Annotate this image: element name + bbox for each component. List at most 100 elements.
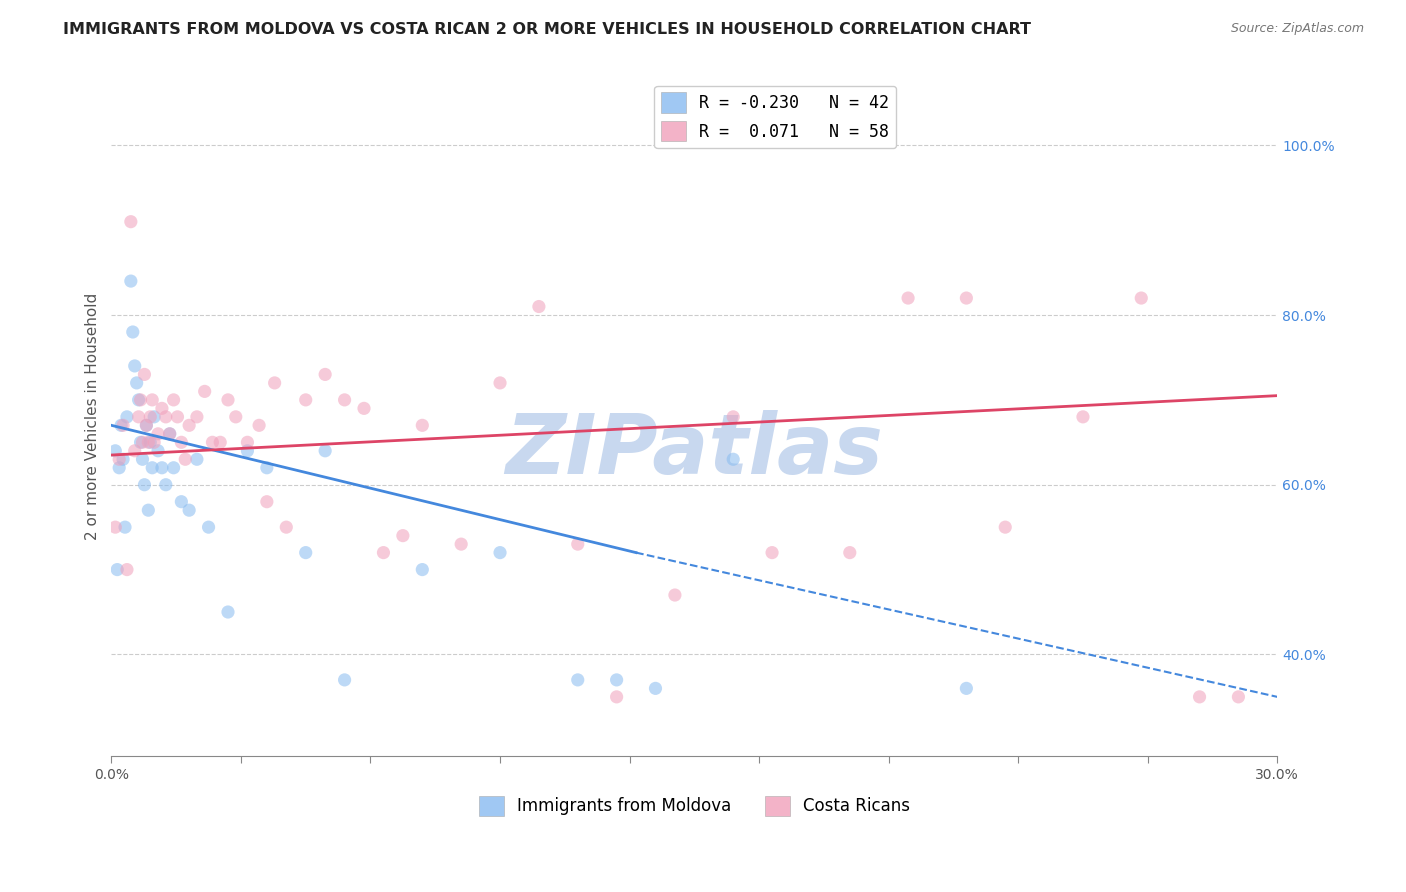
Point (134, 477, 156, 491)
Point (314, 368, 336, 382)
Point (197, 520, 219, 534)
Point (129, 392, 152, 407)
Point (194, 384, 217, 399)
Point (179, 418, 201, 433)
Point (276, 520, 298, 534)
Point (108, 452, 131, 467)
Point (450, 537, 472, 551)
Point (225, 409, 247, 424)
Point (256, 460, 278, 475)
Point (333, 392, 356, 407)
Point (567, 537, 589, 551)
Point (721, 409, 744, 424)
Point (333, 673, 356, 687)
Point (897, 291, 920, 305)
Point (1130, 291, 1153, 305)
Point (136, 435, 159, 450)
Point (411, 418, 433, 433)
Point (135, 418, 157, 433)
Point (174, 452, 197, 467)
Point (294, 392, 316, 407)
Point (150, 401, 173, 416)
Point (114, 520, 136, 534)
Point (209, 435, 232, 450)
Point (150, 460, 173, 475)
Point (170, 494, 193, 508)
Point (236, 443, 259, 458)
Point (606, 673, 628, 687)
Point (115, 409, 138, 424)
Point (120, 215, 142, 229)
Point (110, 418, 132, 433)
Point (120, 274, 142, 288)
Point (256, 494, 278, 508)
Point (129, 435, 152, 450)
Point (128, 392, 150, 407)
Point (179, 503, 201, 517)
Legend: Immigrants from Moldova, Costa Ricans: Immigrants from Moldova, Costa Ricans (472, 789, 917, 822)
Y-axis label: 2 or more Vehicles in Household: 2 or more Vehicles in Household (86, 293, 100, 541)
Point (108, 460, 131, 475)
Point (155, 477, 177, 491)
Point (141, 460, 163, 475)
Point (217, 605, 239, 619)
Point (994, 520, 1017, 534)
Point (105, 563, 128, 577)
Point (644, 681, 666, 696)
Point (247, 418, 270, 433)
Point (159, 426, 181, 441)
Point (115, 563, 138, 577)
Point (664, 588, 686, 602)
Point (373, 546, 395, 560)
Point (606, 690, 628, 704)
Point (134, 368, 156, 382)
Point (162, 392, 184, 407)
Point (294, 546, 316, 560)
Text: IMMIGRANTS FROM MOLDOVA VS COSTA RICAN 2 OR MORE VEHICLES IN HOUSEHOLD CORRELATI: IMMIGRANTS FROM MOLDOVA VS COSTA RICAN 2… (63, 22, 1031, 37)
Point (121, 325, 143, 339)
Point (411, 563, 433, 577)
Point (1227, 690, 1250, 704)
Point (141, 392, 163, 407)
Point (489, 546, 512, 560)
Point (104, 443, 127, 458)
Point (236, 435, 259, 450)
Point (162, 460, 184, 475)
Point (112, 418, 135, 433)
Point (201, 435, 224, 450)
Point (1071, 409, 1094, 424)
Point (143, 409, 166, 424)
Point (353, 401, 375, 416)
Point (217, 392, 239, 407)
Point (131, 452, 153, 467)
Point (128, 409, 150, 424)
Point (155, 409, 177, 424)
Point (838, 546, 860, 560)
Point (112, 452, 135, 467)
Point (489, 376, 512, 390)
Point (263, 376, 285, 390)
Point (143, 435, 166, 450)
Point (166, 409, 188, 424)
Point (124, 359, 146, 373)
Point (955, 681, 977, 696)
Point (146, 443, 169, 458)
Point (104, 520, 127, 534)
Point (721, 452, 744, 467)
Point (567, 673, 589, 687)
Point (1188, 690, 1211, 704)
Text: Source: ZipAtlas.com: Source: ZipAtlas.com (1230, 22, 1364, 36)
Point (186, 409, 208, 424)
Point (170, 435, 193, 450)
Point (125, 376, 148, 390)
Point (146, 426, 169, 441)
Point (135, 418, 157, 433)
Point (124, 443, 146, 458)
Point (136, 503, 159, 517)
Point (186, 452, 208, 467)
Point (955, 291, 977, 305)
Point (139, 435, 162, 450)
Point (139, 409, 162, 424)
Point (314, 443, 336, 458)
Point (527, 300, 550, 314)
